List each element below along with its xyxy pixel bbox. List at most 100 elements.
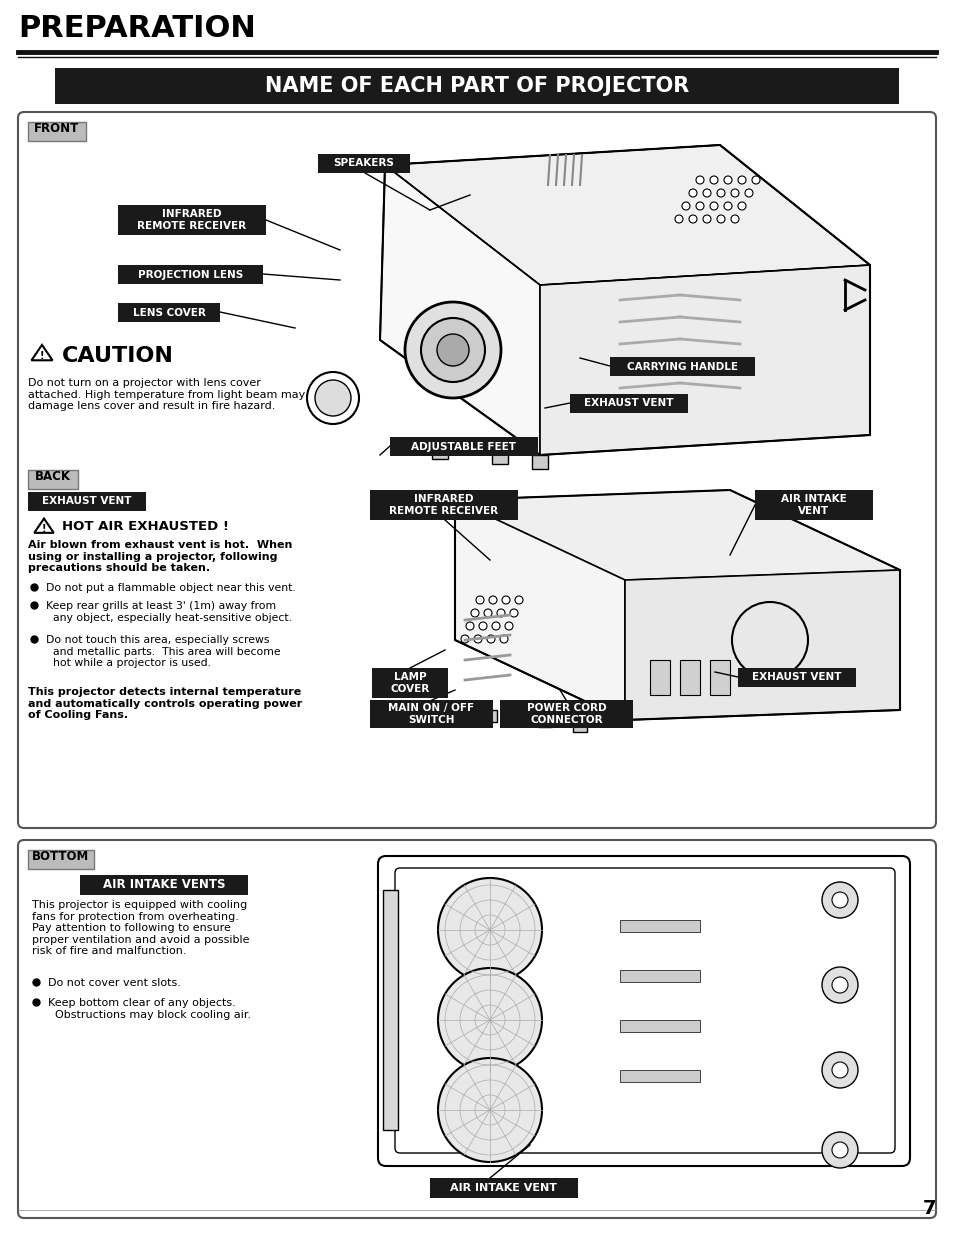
Bar	[390, 437, 537, 456]
Bar	[432, 445, 448, 459]
Text: CAUTION: CAUTION	[62, 346, 173, 366]
Text: Do not cover vent slots.: Do not cover vent slots.	[48, 978, 181, 988]
Bar	[55, 68, 898, 104]
Bar	[573, 720, 586, 732]
Circle shape	[681, 203, 689, 210]
FancyBboxPatch shape	[18, 840, 935, 1218]
Circle shape	[821, 882, 857, 918]
Polygon shape	[624, 571, 899, 720]
Text: This projector detects internal temperature
and automatically controls operating: This projector detects internal temperat…	[28, 687, 302, 720]
Circle shape	[702, 189, 710, 198]
Circle shape	[486, 635, 495, 643]
Text: PREPARATION: PREPARATION	[18, 14, 255, 43]
Circle shape	[696, 177, 703, 184]
Circle shape	[688, 189, 697, 198]
Bar	[537, 715, 552, 727]
Bar	[382, 890, 397, 1130]
Circle shape	[437, 1058, 541, 1162]
Text: Do not turn on a projector with lens cover
attached. High temperature from light: Do not turn on a projector with lens cov…	[28, 378, 305, 411]
Circle shape	[492, 622, 499, 630]
Bar	[80, 876, 248, 895]
Circle shape	[474, 635, 481, 643]
Bar	[569, 394, 687, 412]
Circle shape	[489, 597, 497, 604]
Circle shape	[831, 1142, 847, 1158]
Text: HOT AIR EXHAUSTED !: HOT AIR EXHAUSTED !	[62, 520, 229, 534]
Circle shape	[437, 968, 541, 1072]
Text: BACK: BACK	[35, 471, 71, 483]
Text: EXHAUST VENT: EXHAUST VENT	[583, 399, 673, 409]
Text: PROJECTION LENS: PROJECTION LENS	[138, 269, 243, 279]
Text: This projector is equipped with cooling
fans for protection from overheating.
Pa: This projector is equipped with cooling …	[32, 900, 250, 956]
Circle shape	[717, 189, 724, 198]
Text: !: !	[42, 524, 46, 534]
Bar	[709, 659, 729, 695]
Bar	[430, 1178, 578, 1198]
Polygon shape	[385, 144, 869, 285]
Text: ADJUSTABLE FEET: ADJUSTABLE FEET	[411, 441, 516, 452]
Circle shape	[744, 189, 752, 198]
Circle shape	[821, 1052, 857, 1088]
Text: Do not touch this area, especially screws
  and metallic parts.  This area will : Do not touch this area, especially screw…	[46, 635, 280, 668]
Text: !: !	[40, 351, 44, 361]
Bar	[28, 850, 94, 869]
Bar	[370, 700, 493, 727]
Circle shape	[510, 609, 517, 618]
Text: EXHAUST VENT: EXHAUST VENT	[752, 673, 841, 683]
Text: LENS COVER: LENS COVER	[132, 308, 205, 317]
Text: MAIN ON / OFF
SWITCH: MAIN ON / OFF SWITCH	[388, 703, 474, 725]
Circle shape	[738, 177, 745, 184]
Polygon shape	[455, 500, 624, 720]
FancyBboxPatch shape	[395, 868, 894, 1153]
Circle shape	[476, 597, 483, 604]
Circle shape	[821, 1132, 857, 1168]
Text: INFRARED
REMOTE RECEIVER: INFRARED REMOTE RECEIVER	[389, 494, 498, 516]
Circle shape	[831, 892, 847, 908]
Text: AIR INTAKE
VENT: AIR INTAKE VENT	[781, 494, 846, 516]
Circle shape	[307, 372, 358, 424]
Circle shape	[821, 967, 857, 1003]
Bar	[28, 471, 78, 489]
Circle shape	[437, 878, 541, 982]
FancyBboxPatch shape	[377, 856, 909, 1166]
Bar	[738, 668, 855, 687]
Circle shape	[723, 203, 731, 210]
Bar	[609, 357, 754, 375]
Circle shape	[831, 977, 847, 993]
Circle shape	[709, 177, 718, 184]
Bar	[28, 122, 86, 141]
Circle shape	[501, 597, 510, 604]
Polygon shape	[31, 345, 52, 361]
Circle shape	[405, 303, 500, 398]
Text: SPEAKERS: SPEAKERS	[334, 158, 394, 168]
Bar	[370, 490, 517, 520]
Bar	[619, 920, 700, 932]
Circle shape	[688, 215, 697, 224]
Bar	[492, 450, 507, 464]
Bar	[754, 490, 872, 520]
Circle shape	[731, 601, 807, 678]
Circle shape	[314, 380, 351, 416]
Bar	[118, 266, 263, 284]
Circle shape	[436, 333, 469, 366]
Bar	[372, 668, 448, 698]
Polygon shape	[539, 266, 869, 454]
Text: LAMP
COVER: LAMP COVER	[390, 672, 429, 694]
Circle shape	[696, 203, 703, 210]
Circle shape	[738, 203, 745, 210]
Bar	[619, 1020, 700, 1032]
Polygon shape	[379, 165, 539, 454]
Circle shape	[709, 203, 718, 210]
Polygon shape	[34, 519, 53, 532]
Text: Keep bottom clear of any objects.
  Obstructions may block cooling air.: Keep bottom clear of any objects. Obstru…	[48, 998, 251, 1020]
Circle shape	[702, 215, 710, 224]
Text: EXHAUST VENT: EXHAUST VENT	[42, 496, 132, 506]
Circle shape	[504, 622, 513, 630]
Bar	[619, 1070, 700, 1082]
Text: 7: 7	[922, 1199, 935, 1218]
Text: POWER CORD
CONNECTOR: POWER CORD CONNECTOR	[526, 703, 606, 725]
Text: FRONT: FRONT	[34, 122, 79, 135]
Circle shape	[831, 1062, 847, 1078]
Circle shape	[515, 597, 522, 604]
Bar	[28, 492, 146, 511]
